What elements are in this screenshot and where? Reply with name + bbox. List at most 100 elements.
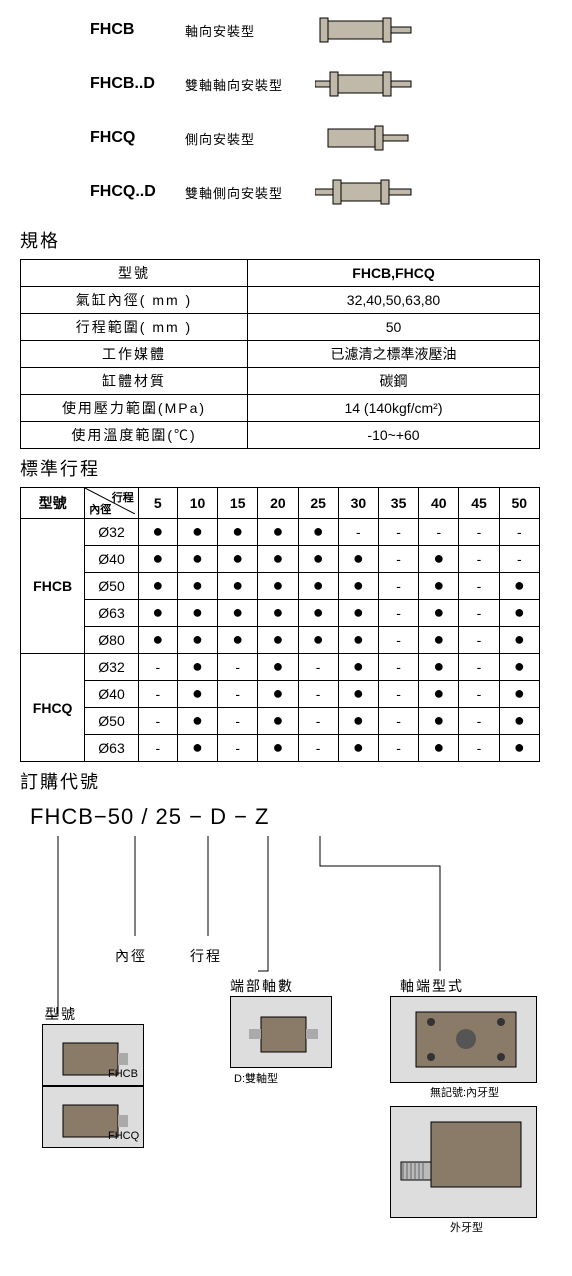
- stroke-val-cell: -: [459, 573, 499, 600]
- stroke-val-cell: -: [138, 735, 177, 762]
- stroke-val-cell: ●: [258, 627, 298, 654]
- caption-no-mark: 無記號:內牙型: [430, 1084, 499, 1100]
- order-diagram: 內徑 行程 端部軸數 軸端型式 型號 FHCB FHCQ D:雙軸型 無記號:內…: [30, 836, 572, 1266]
- stroke-val-cell: ●: [258, 654, 298, 681]
- stroke-val-cell: ●: [138, 600, 177, 627]
- stroke-val-cell: ●: [138, 546, 177, 573]
- stroke-val-cell: -: [499, 546, 539, 573]
- stroke-header-val: 10: [177, 488, 217, 519]
- stroke-val-cell: ●: [258, 519, 298, 546]
- stroke-model-cell: FHCQ: [21, 654, 85, 762]
- stroke-val-cell: -: [459, 519, 499, 546]
- stroke-val-cell: ●: [177, 708, 217, 735]
- type-code: FHCQ..D: [90, 183, 185, 201]
- stroke-val-cell: -: [138, 681, 177, 708]
- stroke-diam-cell: Ø50: [85, 573, 139, 600]
- stroke-val-cell: ●: [338, 654, 378, 681]
- stroke-table: 型號行程內徑5101520253035404550FHCBØ32●●●●●---…: [20, 487, 540, 762]
- stroke-header-diag: 行程內徑: [85, 488, 139, 519]
- spec-value: 32,40,50,63,80: [248, 287, 540, 314]
- stroke-header-val: 5: [138, 488, 177, 519]
- stroke-val-cell: ●: [258, 573, 298, 600]
- stroke-val-cell: -: [378, 600, 418, 627]
- type-desc: 雙軸側向安裝型: [185, 183, 315, 202]
- stroke-val-cell: ●: [258, 600, 298, 627]
- spec-table: 型號FHCB,FHCQ氣缸內徑( mm )32,40,50,63,80行程範圍(…: [20, 259, 540, 449]
- type-row: FHCB..D雙軸軸向安裝型: [90, 64, 572, 104]
- stroke-val-cell: ●: [338, 573, 378, 600]
- stroke-val-cell: -: [459, 708, 499, 735]
- stroke-val-cell: ●: [177, 654, 217, 681]
- stroke-val-cell: ●: [177, 735, 217, 762]
- stroke-val-cell: ●: [338, 546, 378, 573]
- stroke-header-val: 35: [378, 488, 418, 519]
- stroke-diam-cell: Ø80: [85, 627, 139, 654]
- stroke-diam-cell: Ø40: [85, 681, 139, 708]
- label-bore: 內徑: [115, 946, 147, 966]
- stroke-val-cell: -: [378, 654, 418, 681]
- stroke-val-cell: ●: [177, 519, 217, 546]
- spec-label: 工作媒體: [21, 341, 248, 368]
- stroke-val-cell: -: [459, 546, 499, 573]
- stroke-val-cell: -: [378, 708, 418, 735]
- stroke-val-cell: -: [298, 681, 338, 708]
- stroke-val-cell: -: [218, 735, 258, 762]
- stroke-val-cell: ●: [419, 573, 459, 600]
- stroke-val-cell: -: [218, 681, 258, 708]
- stroke-val-cell: ●: [419, 735, 459, 762]
- photo-internal-thread: [390, 996, 537, 1083]
- stroke-val-cell: ●: [177, 681, 217, 708]
- stroke-val-cell: -: [459, 654, 499, 681]
- label-model: 型號: [45, 1004, 77, 1024]
- stroke-diam-cell: Ø50: [85, 708, 139, 735]
- stroke-val-cell: ●: [258, 708, 298, 735]
- type-row: FHCQ..D雙軸側向安裝型: [90, 172, 572, 212]
- spec-value: -10~+60: [248, 422, 540, 449]
- stroke-diam-cell: Ø32: [85, 519, 139, 546]
- spec-value: FHCB,FHCQ: [248, 260, 540, 287]
- stroke-val-cell: ●: [338, 681, 378, 708]
- stroke-val-cell: -: [459, 600, 499, 627]
- stroke-val-cell: ●: [177, 627, 217, 654]
- stroke-val-cell: ●: [419, 546, 459, 573]
- stroke-val-cell: ●: [499, 654, 539, 681]
- type-diagram-icon: [315, 69, 415, 99]
- stroke-header-val: 30: [338, 488, 378, 519]
- stroke-val-cell: ●: [298, 546, 338, 573]
- stroke-val-cell: ●: [218, 519, 258, 546]
- stroke-val-cell: -: [218, 708, 258, 735]
- stroke-val-cell: -: [419, 519, 459, 546]
- stroke-header-val: 50: [499, 488, 539, 519]
- spec-label: 使用壓力範圍(MPa): [21, 395, 248, 422]
- stroke-val-cell: ●: [419, 708, 459, 735]
- photo-external-thread: [390, 1106, 537, 1218]
- type-row: FHCB軸向安裝型: [90, 10, 572, 50]
- spec-value: 14 (140kgf/cm²): [248, 395, 540, 422]
- type-desc: 軸向安裝型: [185, 21, 315, 40]
- order-formula: FHCB−50 / 25 − D − Z: [30, 804, 572, 830]
- stroke-val-cell: -: [378, 735, 418, 762]
- stroke-val-cell: ●: [338, 600, 378, 627]
- stroke-val-cell: ●: [218, 600, 258, 627]
- stroke-val-cell: -: [338, 519, 378, 546]
- stroke-val-cell: ●: [218, 573, 258, 600]
- stroke-val-cell: ●: [419, 627, 459, 654]
- spec-title: 規格: [20, 227, 572, 253]
- type-diagram-icon: [315, 177, 415, 207]
- stroke-val-cell: ●: [258, 681, 298, 708]
- spec-label: 缸體材質: [21, 368, 248, 395]
- stroke-val-cell: -: [378, 627, 418, 654]
- order-code-section: FHCB−50 / 25 − D − Z 內徑 行程 端部軸數 軸端型式 型號: [30, 804, 572, 1266]
- stroke-val-cell: ●: [499, 735, 539, 762]
- stroke-val-cell: ●: [298, 573, 338, 600]
- stroke-val-cell: ●: [218, 546, 258, 573]
- stroke-val-cell: ●: [177, 600, 217, 627]
- stroke-val-cell: ●: [177, 573, 217, 600]
- spec-label: 使用溫度範圍(℃): [21, 422, 248, 449]
- photo-shaft-d: [230, 996, 332, 1068]
- stroke-val-cell: -: [378, 681, 418, 708]
- label-shaft-type: 軸端型式: [400, 976, 464, 996]
- stroke-diam-cell: Ø63: [85, 600, 139, 627]
- stroke-diam-cell: Ø40: [85, 546, 139, 573]
- stroke-val-cell: ●: [298, 627, 338, 654]
